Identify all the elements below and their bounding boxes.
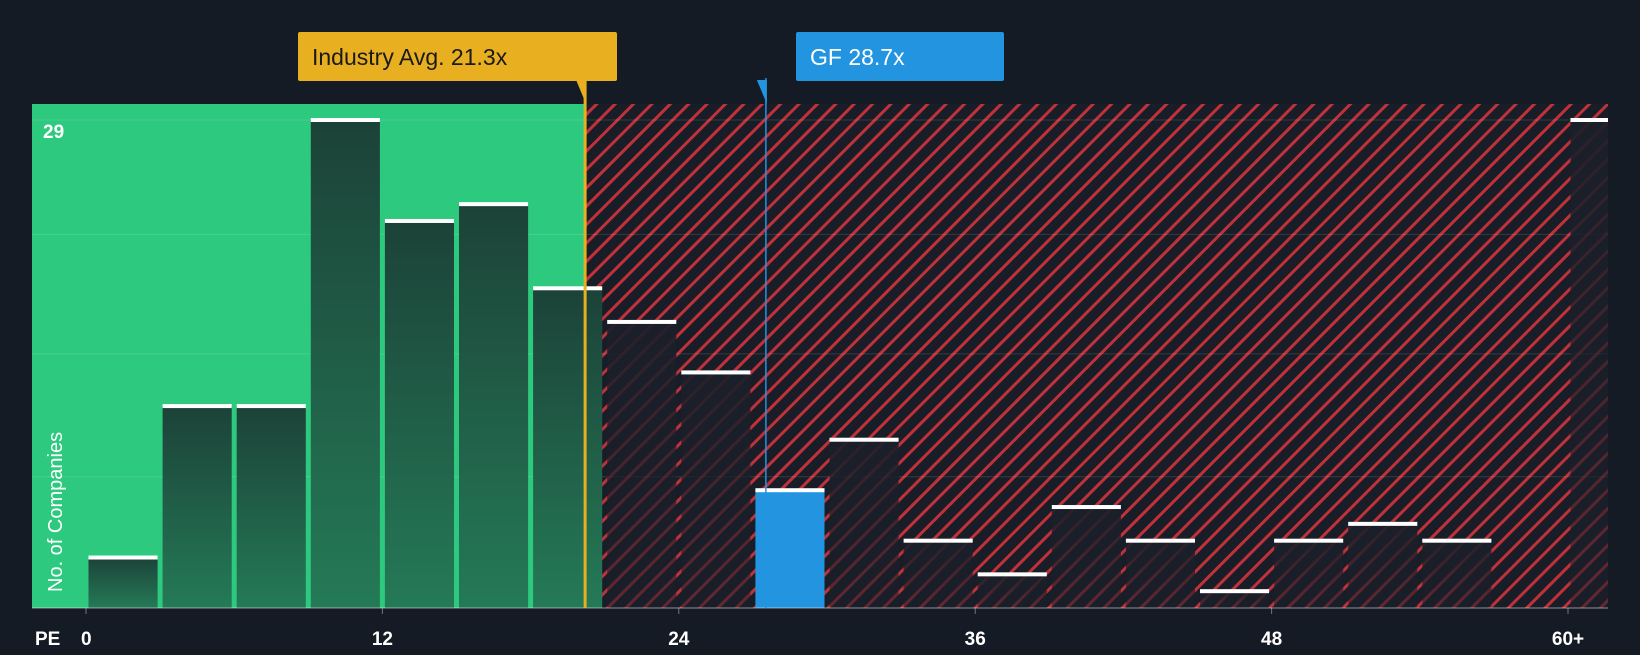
bar-top-1 <box>162 404 232 409</box>
industry-label-box <box>298 32 617 81</box>
bar-17 <box>1348 523 1418 608</box>
bar-top-13 <box>1051 505 1121 510</box>
bar-top-16 <box>1274 538 1344 543</box>
industry-label-pointer <box>576 80 587 104</box>
company-label-pointer <box>756 80 767 104</box>
bar-top-17 <box>1348 521 1418 526</box>
bar-top-15 <box>1200 589 1270 594</box>
bar-2 <box>236 406 306 608</box>
bar-20 <box>1570 120 1608 608</box>
bar-6 <box>533 288 603 608</box>
bar-top-18 <box>1422 538 1492 543</box>
x-axis-ticks: 0 12 24 36 48 60+ <box>81 608 1584 650</box>
bar-4 <box>384 220 454 608</box>
bar-13 <box>1051 507 1121 608</box>
bar-8 <box>681 372 751 608</box>
x-tick-label-5: 60+ <box>1552 629 1584 650</box>
bar-0 <box>88 557 158 608</box>
y-axis-label: No. of Companies <box>45 432 67 592</box>
x-axis-label: PE <box>35 629 60 650</box>
bar-top-3 <box>310 118 380 122</box>
bar-1 <box>162 406 232 608</box>
industry-label-text: Industry Avg. 21.3x <box>312 44 508 70</box>
bar-top-8 <box>681 370 751 375</box>
x-tick-label-1: 12 <box>372 629 393 650</box>
company-label-box <box>796 32 1004 81</box>
markers: Industry Avg. 21.3x GF 28.7x <box>298 32 1004 608</box>
bar-top-20 <box>1570 118 1608 122</box>
bar-5 <box>459 204 529 608</box>
x-tick-label-3: 36 <box>965 629 986 650</box>
bar-18 <box>1422 540 1492 608</box>
bar-top-4 <box>384 218 454 223</box>
bar-top-12 <box>977 572 1047 577</box>
bar-14 <box>1125 540 1195 608</box>
bar-12 <box>977 574 1047 608</box>
bar-9 <box>755 490 825 608</box>
bar-16 <box>1274 540 1344 608</box>
y-tick-label: 29 <box>43 122 64 143</box>
bar-top-0 <box>88 555 158 560</box>
bar-top-14 <box>1125 538 1195 543</box>
bar-top-10 <box>829 437 899 442</box>
bar-top-7 <box>607 319 677 324</box>
bar-top-2 <box>236 404 306 409</box>
bar-10 <box>829 439 899 608</box>
histogram-bars <box>88 118 1608 608</box>
bar-15 <box>1200 591 1270 608</box>
bar-top-6 <box>533 286 603 291</box>
bar-top-11 <box>903 538 973 543</box>
x-tick-label-4: 48 <box>1261 629 1282 650</box>
bar-11 <box>903 540 973 608</box>
bar-top-5 <box>459 202 529 207</box>
x-tick-label-0: 0 <box>81 629 92 650</box>
bar-top-9 <box>755 488 825 493</box>
company-label-text: GF 28.7x <box>810 44 905 70</box>
bar-7 <box>607 321 677 608</box>
x-tick-label-2: 24 <box>668 629 690 650</box>
bar-3 <box>310 120 380 608</box>
